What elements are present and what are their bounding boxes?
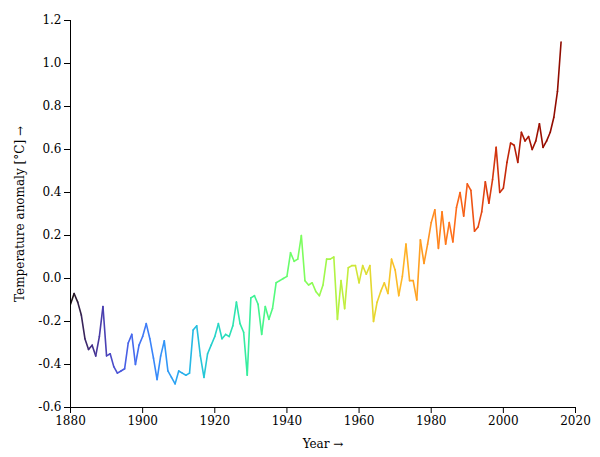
svg-text:Temperature anomaly [°C] →: Temperature anomaly [°C] → [13,126,27,302]
svg-text:2000: 2000 [488,414,519,428]
svg-text:0.0: 0.0 [42,271,61,285]
svg-text:0.4: 0.4 [42,185,61,199]
svg-text:-0.2: -0.2 [38,314,61,328]
svg-text:1.2: 1.2 [42,13,61,27]
svg-text:1960: 1960 [344,414,375,428]
svg-text:1940: 1940 [272,414,303,428]
svg-text:1980: 1980 [416,414,447,428]
svg-text:-0.6: -0.6 [38,400,61,414]
svg-text:1920: 1920 [200,414,231,428]
svg-text:1880: 1880 [55,414,86,428]
svg-text:2020: 2020 [560,414,591,428]
svg-text:1.0: 1.0 [42,56,61,70]
svg-text:-0.4: -0.4 [38,357,62,371]
svg-text:0.8: 0.8 [42,99,61,113]
svg-text:0.2: 0.2 [42,228,61,242]
svg-text:0.6: 0.6 [42,142,61,156]
svg-text:1900: 1900 [127,414,158,428]
svg-text:Year →: Year → [302,437,344,451]
